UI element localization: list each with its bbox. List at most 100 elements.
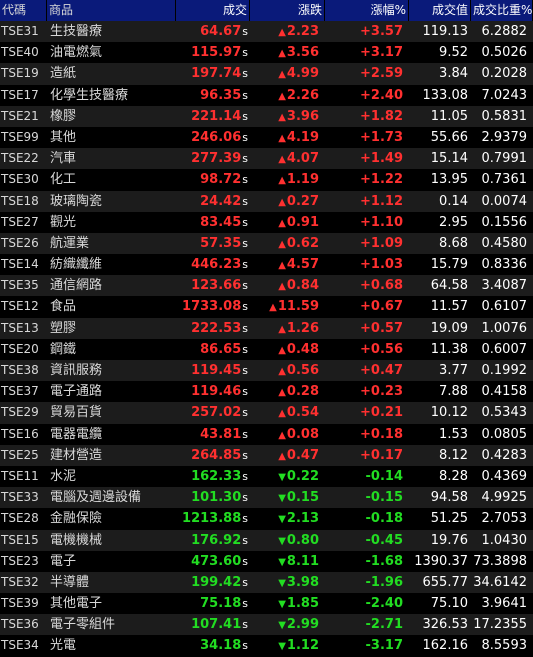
sector-code: TSE29 — [1, 405, 39, 420]
table-row[interactable]: TSE40 油電燃氣 115.97s ▲3.56 +3.17 9.52 0.5026 — [0, 42, 533, 64]
table-row[interactable]: TSE21 橡膠 221.14s ▲3.96 +1.82 11.05 0.5831 — [0, 105, 533, 127]
change-value: 0.28 — [286, 384, 319, 400]
table-row[interactable]: TSE32 半導體 199.42s ▼3.98 -1.96 655.77 34.6142 — [0, 571, 533, 594]
table-row[interactable]: TSE14 紡織纖維 446.23s ▲4.57 +1.03 15.79 0.8336 — [0, 254, 533, 276]
table-row[interactable]: TSE37 電子通路 119.46s ▲0.28 +0.23 7.88 0.4158 — [0, 381, 533, 403]
down-triangle-icon: ▼ — [278, 599, 286, 611]
change-pct-value: +0.56 — [360, 341, 403, 357]
table-row[interactable]: TSE34 光電 34.18s ▼1.12 -3.17 162.16 8.5593 — [0, 635, 533, 657]
up-triangle-icon: ▲ — [278, 260, 286, 272]
table-row[interactable]: TSE30 化工 98.72s ▲1.19 +1.22 13.95 0.7361 — [0, 169, 533, 191]
volume-ratio-cell: 0.4283 — [481, 447, 528, 463]
column-header-name[interactable]: 商品 — [47, 0, 176, 21]
table-row[interactable]: TSE33 電腦及週邊設備 101.30s ▼0.15 -0.15 94.58 4.9925 — [0, 487, 533, 509]
table-row[interactable]: TSE23 電子 473.60s ▼8.11 -1.68 1390.37 73.3898 — [0, 550, 533, 572]
volume-ratio-cell: 0.1992 — [481, 363, 528, 378]
table-row[interactable]: TSE17 化學生技醫療 96.35s ▲2.26 +2.40 133.08 7.0243 — [0, 84, 533, 106]
table-row[interactable]: TSE20 鋼鐵 86.65s ▲0.48 +0.56 11.38 0.6007 — [0, 338, 533, 360]
sector-name: 電器電纜 — [50, 426, 103, 442]
price-value: 96.35 — [200, 87, 242, 103]
up-triangle-icon: ▲ — [278, 408, 286, 420]
sector-name: 化工 — [50, 172, 77, 188]
change-pct-value: +3.57 — [360, 24, 403, 39]
sector-name: 生技醫療 — [50, 24, 103, 39]
volume-ratio-cell: 3.9641 — [481, 596, 528, 612]
change-pct-cell: +1.12 — [325, 191, 409, 212]
price-flag: s — [242, 173, 248, 187]
sector-name: 其他電子 — [50, 596, 103, 612]
change-value: 1.26 — [286, 320, 319, 336]
change-value: 0.80 — [286, 532, 319, 548]
price-flag: s — [242, 215, 248, 229]
table-row[interactable]: TSE15 電機機械 176.92s ▼0.80 -0.45 19.76 1.0430 — [0, 529, 533, 551]
table-row[interactable]: TSE22 汽車 277.39s ▲4.07 +1.49 15.14 0.7991 — [0, 148, 533, 170]
table-row[interactable]: TSE19 造紙 197.74s ▲4.99 +2.59 3.84 0.2028 — [0, 63, 533, 85]
volume-cell: 655.77 — [422, 574, 469, 590]
volume-cell: 9.52 — [439, 45, 468, 61]
price-value: 162.33 — [191, 468, 242, 484]
price-cell: 98.72s — [176, 169, 250, 190]
table-row[interactable]: TSE27 觀光 83.45s ▲0.91 +1.10 2.95 0.1556 — [0, 211, 533, 233]
sector-code: TSE18 — [1, 193, 39, 208]
column-header-code[interactable]: 代碼 — [0, 0, 47, 21]
change-value: 11.59 — [277, 299, 319, 315]
table-row[interactable]: TSE39 其他電子 75.18s ▼1.85 -2.40 75.10 3.9641 — [0, 593, 533, 615]
price-cell: 57.35s — [176, 233, 250, 254]
change-cell: ▲2.26 — [250, 85, 325, 106]
change-value: 3.56 — [286, 45, 319, 61]
change-value: 0.08 — [286, 426, 319, 442]
table-row[interactable]: TSE13 塑膠 222.53s ▲1.26 +0.57 19.09 1.0076 — [0, 317, 533, 339]
price-cell: 75.18s — [176, 593, 250, 614]
change-cell: ▼0.22 — [250, 466, 325, 487]
volume-ratio-cell: 0.6007 — [481, 341, 528, 357]
table-row[interactable]: TSE36 電子零組件 107.41s ▼2.99 -2.71 326.53 17.2355 — [0, 614, 533, 636]
price-value: 176.92 — [191, 532, 242, 548]
volume-cell: 1.53 — [439, 426, 468, 442]
column-header-volume[interactable]: 成交值 — [409, 0, 471, 21]
change-cell: ▲0.54 — [250, 402, 325, 423]
change-pct-value: -2.71 — [365, 617, 403, 633]
change-cell: ▼2.13 — [250, 508, 325, 529]
column-header-change-pct[interactable]: 漲幅% — [325, 0, 409, 21]
change-value: 0.48 — [286, 341, 319, 357]
change-pct-value: -1.68 — [365, 553, 403, 569]
table-row[interactable]: TSE26 航運業 57.35s ▲0.62 +1.09 8.68 0.4580 — [0, 232, 533, 255]
volume-ratio-cell: 0.6107 — [481, 299, 528, 315]
price-flag: s — [242, 109, 248, 123]
price-cell: 107.41s — [176, 614, 250, 635]
table-row[interactable]: TSE16 電器電纜 43.81s ▲0.08 +0.18 1.53 0.0805 — [0, 423, 533, 445]
change-value: 3.96 — [286, 108, 319, 124]
volume-ratio-cell: 0.4369 — [481, 468, 528, 484]
volume-ratio-cell: 34.6142 — [473, 574, 527, 590]
change-pct-cell: -3.17 — [325, 635, 409, 656]
table-row[interactable]: TSE29 貿易百貨 257.02s ▲0.54 +0.21 10.12 0.5343 — [0, 402, 533, 424]
table-row[interactable]: TSE25 建材營造 264.85s ▲0.47 +0.17 8.12 0.4283 — [0, 444, 533, 466]
volume-cell: 11.57 — [430, 299, 468, 315]
change-pct-cell: -1.96 — [325, 572, 409, 593]
column-header-price[interactable]: 成交 — [176, 0, 250, 21]
table-row[interactable]: TSE31 生技醫療 64.67s ▲2.23 +3.57 119.13 6.2882 — [0, 21, 533, 43]
column-header-volume-ratio[interactable]: 成交比重% — [471, 0, 533, 21]
price-flag: s — [242, 533, 248, 547]
volume-cell: 2.95 — [439, 214, 468, 230]
price-cell: 24.42s — [176, 191, 250, 212]
volume-cell: 13.95 — [430, 172, 468, 188]
table-row[interactable]: TSE38 資訊服務 119.45s ▲0.56 +0.47 3.77 0.1992 — [0, 360, 533, 382]
column-header-change[interactable]: 漲跌 — [250, 0, 325, 21]
sector-name: 化學生技醫療 — [50, 87, 129, 103]
table-row[interactable]: TSE11 水泥 162.33s ▼0.22 -0.14 8.28 0.4369 — [0, 465, 533, 488]
sector-code: TSE33 — [1, 490, 39, 505]
table-row[interactable]: TSE28 金融保險 1213.88s ▼2.13 -0.18 51.25 2.7053 — [0, 508, 533, 530]
change-cell: ▼2.99 — [250, 614, 325, 635]
table-row[interactable]: TSE99 其他 246.06s ▲4.19 +1.73 55.66 2.9379 — [0, 126, 533, 149]
table-row[interactable]: TSE35 通信網路 123.66s ▲0.84 +0.68 64.58 3.4087 — [0, 275, 533, 297]
price-value: 64.67 — [200, 24, 242, 39]
table-row[interactable]: TSE12 食品 1733.08s ▲11.59 +0.67 11.57 0.6107 — [0, 296, 533, 318]
table-row[interactable]: TSE18 玻璃陶瓷 24.42s ▲0.27 +1.12 0.14 0.0074 — [0, 190, 533, 212]
change-pct-value: +1.12 — [360, 193, 403, 209]
volume-cell: 3.84 — [439, 66, 468, 82]
price-flag: s — [242, 300, 248, 314]
up-triangle-icon: ▲ — [278, 154, 286, 166]
up-triangle-icon: ▲ — [278, 111, 286, 123]
sector-code: TSE36 — [1, 617, 39, 632]
